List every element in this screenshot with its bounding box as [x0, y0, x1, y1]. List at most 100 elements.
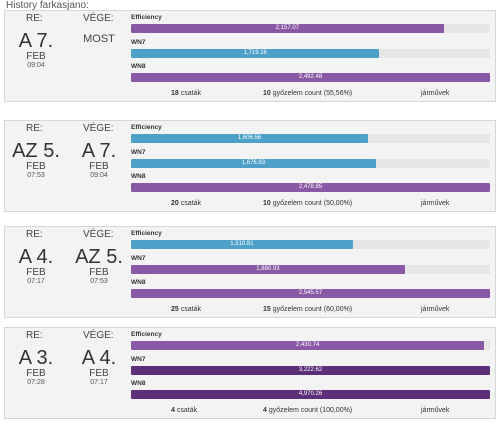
start-month: FEB — [26, 267, 46, 278]
end-label: VÉGE: — [83, 123, 114, 134]
wn8-bar: 2,492.48 — [131, 73, 490, 82]
efficiency-bar: 1,606.56 — [131, 134, 490, 143]
start-time: 07:53 — [27, 172, 45, 179]
wins-label: győzelem count — [268, 407, 318, 414]
end-day: A 7. — [81, 140, 117, 162]
wn8-label: WN8 — [131, 380, 146, 387]
efficiency-value: 1,510.81 — [230, 241, 254, 247]
page-title: History farkasjano: — [6, 0, 89, 11]
start-label: RE: — [26, 123, 43, 134]
wn7-value: 1,719.16 — [243, 50, 267, 56]
wn8-bar: 4,970.26 — [131, 390, 490, 399]
wn8-value: 2,478.85 — [298, 184, 323, 190]
wins-value: 10 — [263, 200, 271, 207]
efficiency-label: Efficiency — [131, 124, 162, 131]
vehicles-link[interactable]: járművek — [421, 306, 450, 313]
vehicles-link[interactable]: járművek — [421, 200, 450, 207]
battles-count: 4 csaták — [171, 407, 197, 414]
start-day: A 4. — [18, 246, 54, 268]
wins-count: 10 győzelem count (55,56%) — [263, 90, 352, 97]
efficiency-bar: 2,430.74 — [131, 341, 490, 350]
wn7-bar-fill — [131, 159, 376, 168]
wins-label: győzelem count — [272, 90, 322, 97]
battles-count: 25 csaták — [171, 306, 201, 313]
vehicles-link[interactable]: járművek — [421, 407, 450, 414]
wins-percent: (60,00%) — [323, 306, 353, 313]
history-card: RE: VÉGE: A 4. FEB 07:17 AZ 5. FEB 07:53 Efficie… — [4, 226, 496, 318]
start-day: A 7. — [18, 30, 54, 52]
wn7-value: 3,222.62 — [298, 367, 323, 373]
battles-label: csaták — [180, 200, 201, 207]
start-label: RE: — [26, 13, 43, 24]
efficiency-label: Efficiency — [131, 331, 162, 338]
wn8-bar: 2,545.57 — [131, 289, 490, 298]
wins-label: győzelem count — [272, 306, 322, 313]
wn7-label: WN7 — [131, 39, 146, 46]
wins-count: 4 győzelem count (100,00%) — [263, 407, 352, 414]
start-month: FEB — [26, 368, 46, 379]
wn8-bar-fill — [131, 183, 490, 192]
efficiency-bar-fill — [131, 24, 444, 33]
end-time: 09:04 — [90, 172, 108, 179]
wn7-value: 1,676.83 — [241, 160, 266, 166]
battles-label: csaták — [176, 407, 198, 414]
wn7-bar: 1,719.16 — [131, 49, 490, 58]
battles-count: 20 csaták — [171, 200, 201, 207]
battles-value: 4 — [171, 407, 175, 414]
wins-percent: (50,00%) — [323, 200, 353, 207]
start-month: FEB — [26, 51, 46, 62]
history-card: RE: VÉGE: A 7. FEB 09:04 MOST Efficiency 2,157.… — [4, 10, 496, 102]
battles-value: 18 — [171, 90, 179, 97]
wins-label: győzelem count — [272, 200, 322, 207]
wn7-value: 1,880.93 — [256, 266, 280, 272]
wn7-bar: 1,880.93 — [131, 265, 490, 274]
wn7-label: WN7 — [131, 255, 146, 262]
wn7-label: WN7 — [131, 356, 146, 363]
wn8-value: 2,545.57 — [298, 290, 323, 296]
efficiency-value: 2,430.74 — [295, 342, 320, 348]
end-month: FEB — [89, 267, 109, 278]
wn8-bar: 2,478.85 — [131, 183, 490, 192]
history-card: RE: VÉGE: AZ 5. FEB 07:53 A 7. FEB 09:04 Efficie… — [4, 120, 496, 212]
wn8-bar-fill — [131, 73, 490, 82]
history-card: RE: VÉGE: A 3. FEB 07:28 A 4. FEB 07:17 Efficien… — [4, 327, 496, 419]
efficiency-bar-fill — [131, 134, 368, 143]
battles-label: csaták — [180, 90, 201, 97]
end-now: MOST — [83, 33, 115, 45]
end-month: FEB — [89, 161, 109, 172]
end-label: VÉGE: — [83, 330, 114, 341]
efficiency-bar: 1,510.81 — [131, 240, 490, 249]
wins-percent: (55,56%) — [323, 90, 353, 97]
wn7-bar-fill — [131, 265, 405, 274]
wn8-label: WN8 — [131, 63, 146, 70]
wn8-value: 4,970.26 — [298, 391, 323, 397]
wn8-label: WN8 — [131, 173, 146, 180]
end-label: VÉGE: — [83, 229, 114, 240]
start-label: RE: — [26, 330, 43, 341]
wins-percent: (100,00%) — [319, 407, 353, 414]
efficiency-value: 2,157.07 — [275, 25, 300, 31]
start-time: 09:04 — [27, 62, 45, 69]
end-time: 07:17 — [90, 379, 108, 386]
wn8-label: WN8 — [131, 279, 146, 286]
battles-count: 18 csaták — [171, 90, 201, 97]
efficiency-bar-fill — [131, 341, 485, 350]
wins-count: 15 győzelem count (60,00%) — [263, 306, 352, 313]
wn7-bar: 3,222.62 — [131, 366, 490, 375]
wn7-bar-fill — [131, 49, 380, 58]
efficiency-label: Efficiency — [131, 230, 162, 237]
start-time: 07:17 — [27, 278, 45, 285]
end-label: VÉGE: — [83, 13, 114, 24]
end-month: FEB — [89, 368, 109, 379]
wins-value: 10 — [263, 90, 271, 97]
battles-value: 20 — [171, 200, 179, 207]
wn7-bar: 1,676.83 — [131, 159, 490, 168]
battles-value: 25 — [171, 306, 179, 313]
start-label: RE: — [26, 229, 43, 240]
wins-value: 15 — [263, 306, 271, 313]
start-time: 07:28 — [27, 379, 45, 386]
vehicles-link[interactable]: járművek — [421, 90, 450, 97]
start-day: AZ 5. — [12, 140, 60, 162]
wn7-label: WN7 — [131, 149, 146, 156]
start-month: FEB — [26, 161, 46, 172]
